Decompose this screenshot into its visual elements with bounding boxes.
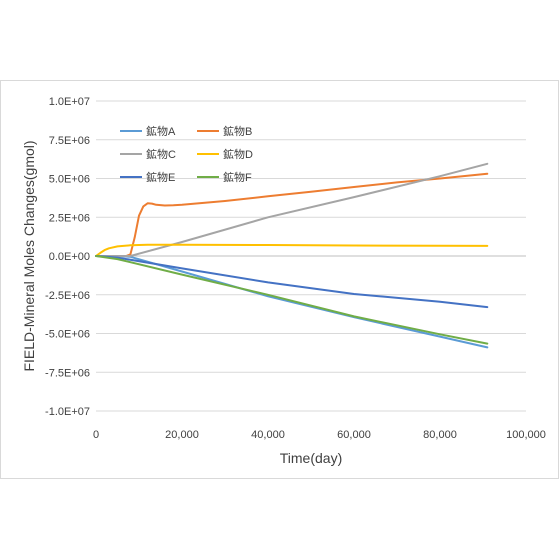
chart-area-frame	[0, 80, 559, 479]
x-axis-tick-labels: 0 20,000 40,000 60,000 80,000 100,000	[93, 429, 546, 441]
y-axis-title: FIELD-Mineral Moles Changes(gmol)	[21, 140, 37, 371]
legend-label: 鉱物F	[223, 170, 252, 184]
y-tick-label: 5.0E+06	[49, 174, 90, 186]
legend-label: 鉱物A	[146, 124, 176, 138]
x-tick-label: 100,000	[506, 429, 546, 441]
legend-label: 鉱物B	[223, 124, 252, 138]
y-tick-label: -2.5E+06	[45, 290, 90, 302]
x-tick-label: 0	[93, 429, 99, 441]
y-tick-label: 1.0E+07	[49, 96, 90, 108]
legend-label: 鉱物E	[146, 170, 175, 184]
x-axis-title: Time(day)	[280, 450, 343, 466]
legend-label: 鉱物C	[146, 147, 176, 161]
x-tick-label: 80,000	[423, 429, 457, 441]
y-axis-tick-labels: 1.0E+07 7.5E+06 5.0E+06 2.5E+06 0.0E+00 -2.5E…	[45, 96, 90, 418]
legend-label: 鉱物D	[223, 147, 253, 161]
legend: 鉱物A 鉱物B 鉱物C 鉱物D 鉱物E 鉱物F	[120, 124, 253, 184]
x-tick-label: 40,000	[251, 429, 285, 441]
series-lines	[95, 162, 489, 349]
series-line-b	[95, 172, 489, 257]
series-line-f	[95, 255, 489, 345]
x-tick-label: 60,000	[337, 429, 371, 441]
y-tick-label: -5.0E+06	[45, 329, 90, 341]
y-tick-label: -7.5E+06	[45, 367, 90, 379]
y-tick-label: 7.5E+06	[49, 135, 90, 147]
y-tick-label: -1.0E+07	[45, 406, 90, 418]
series-line-e	[95, 255, 489, 309]
series-line-c	[95, 162, 489, 257]
gridlines	[96, 100, 526, 412]
y-tick-label: 2.5E+06	[49, 212, 90, 224]
y-tick-label: 0.0E+00	[49, 251, 90, 263]
x-tick-label: 20,000	[165, 429, 199, 441]
series-line-d	[95, 243, 489, 257]
